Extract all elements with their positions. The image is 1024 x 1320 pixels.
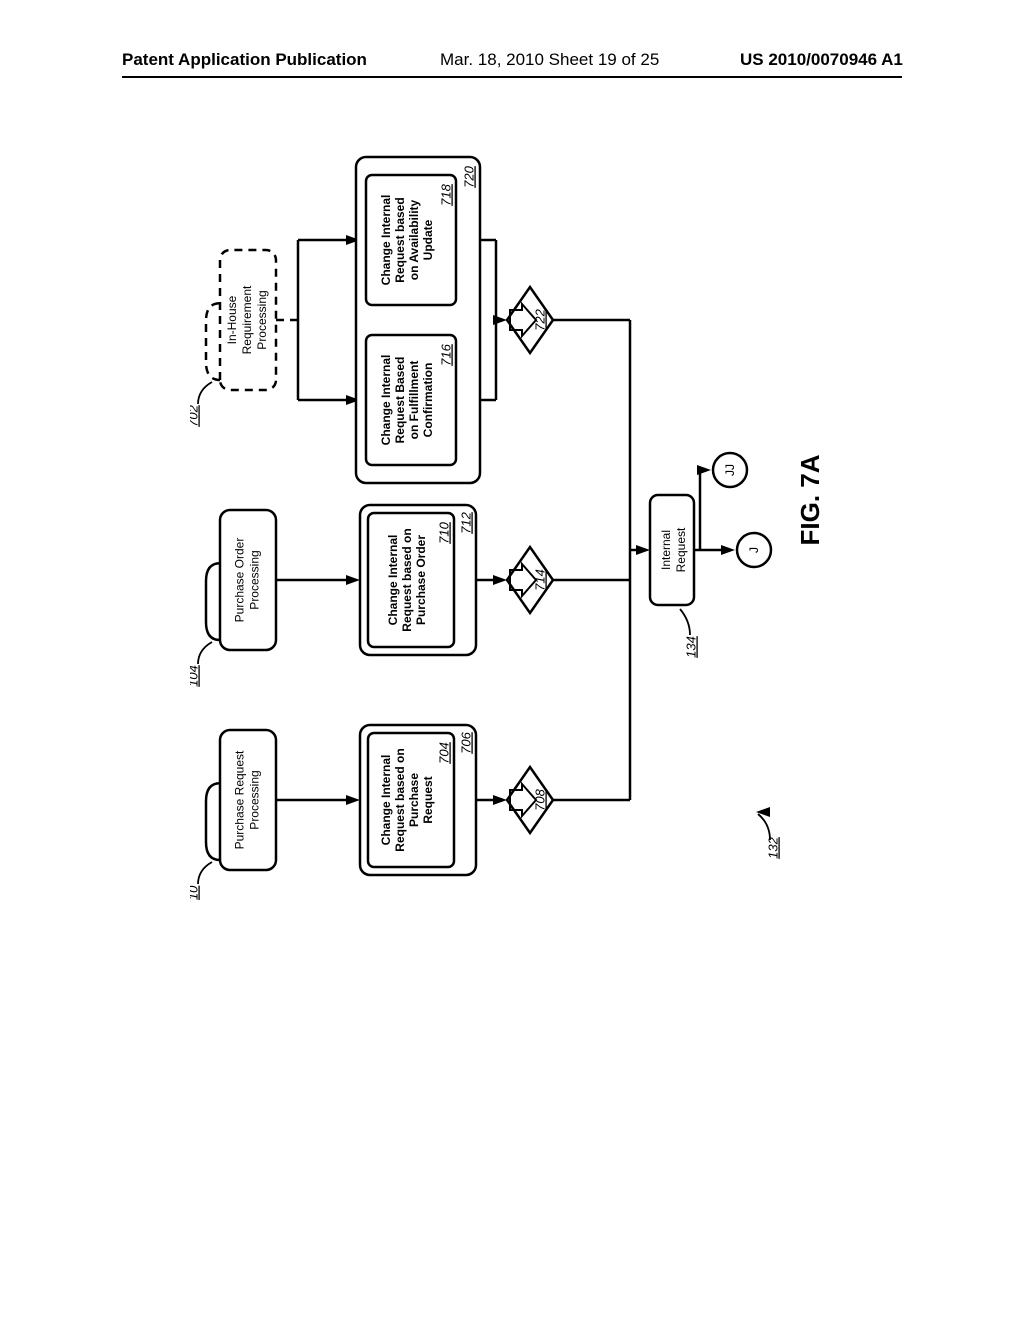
svg-text:In-House: In-House bbox=[225, 295, 239, 344]
svg-text:Confirmation: Confirmation bbox=[421, 363, 435, 438]
svg-text:Update: Update bbox=[421, 219, 435, 260]
svg-text:716: 716 bbox=[438, 343, 453, 365]
svg-text:Purchase: Purchase bbox=[407, 773, 421, 827]
svg-text:Request based: Request based bbox=[393, 197, 407, 282]
svg-text:710: 710 bbox=[436, 521, 451, 543]
svg-text:Request: Request bbox=[421, 776, 435, 823]
svg-text:714: 714 bbox=[532, 569, 547, 591]
svg-text:704: 704 bbox=[436, 742, 451, 764]
svg-text:Requirement: Requirement bbox=[240, 285, 254, 354]
svg-text:Change Internal: Change Internal bbox=[379, 195, 393, 286]
svg-text:Change Internal: Change Internal bbox=[386, 535, 400, 626]
page-root: Patent Application Publication Mar. 18, … bbox=[0, 0, 1024, 1320]
svg-text:720: 720 bbox=[461, 165, 476, 187]
svg-text:FIG. 7A: FIG. 7A bbox=[795, 454, 825, 545]
svg-text:702: 702 bbox=[190, 404, 200, 426]
svg-text:Processing: Processing bbox=[248, 550, 262, 609]
header-left: Patent Application Publication bbox=[122, 50, 367, 70]
svg-text:Purchase Request: Purchase Request bbox=[233, 750, 247, 849]
svg-text:Change Internal: Change Internal bbox=[379, 355, 393, 446]
svg-text:J: J bbox=[747, 547, 761, 553]
svg-text:on Fulfillment: on Fulfillment bbox=[407, 361, 421, 440]
svg-text:Request based on: Request based on bbox=[393, 748, 407, 851]
svg-text:Purchase Order: Purchase Order bbox=[414, 535, 428, 625]
svg-text:JJ: JJ bbox=[723, 464, 737, 476]
svg-text:718: 718 bbox=[438, 183, 453, 205]
header-rule bbox=[122, 76, 902, 78]
svg-text:708: 708 bbox=[532, 788, 547, 810]
svg-text:Processing: Processing bbox=[248, 770, 262, 829]
svg-text:132: 132 bbox=[765, 836, 780, 858]
diagram-svg: Purchase RequestProcessingPurchase Order… bbox=[190, 80, 830, 900]
svg-text:712: 712 bbox=[458, 511, 473, 533]
svg-text:Request based on: Request based on bbox=[400, 528, 414, 631]
svg-text:722: 722 bbox=[532, 308, 547, 330]
svg-text:on Availability: on Availability bbox=[407, 199, 421, 280]
svg-text:Request: Request bbox=[674, 527, 688, 572]
header-right: US 2010/0070946 A1 bbox=[740, 50, 903, 70]
svg-text:Internal: Internal bbox=[659, 530, 673, 570]
svg-text:Request Based: Request Based bbox=[393, 357, 407, 444]
svg-text:Purchase Order: Purchase Order bbox=[233, 538, 247, 623]
diagram-rotated-container: Purchase RequestProcessingPurchase Order… bbox=[190, 260, 830, 900]
svg-text:110: 110 bbox=[190, 885, 200, 900]
svg-text:134: 134 bbox=[683, 636, 698, 658]
svg-text:706: 706 bbox=[458, 731, 473, 753]
svg-text:104: 104 bbox=[190, 665, 200, 687]
svg-text:Change Internal: Change Internal bbox=[379, 755, 393, 846]
header-mid: Mar. 18, 2010 Sheet 19 of 25 bbox=[440, 50, 659, 70]
svg-text:Processing: Processing bbox=[255, 290, 269, 349]
